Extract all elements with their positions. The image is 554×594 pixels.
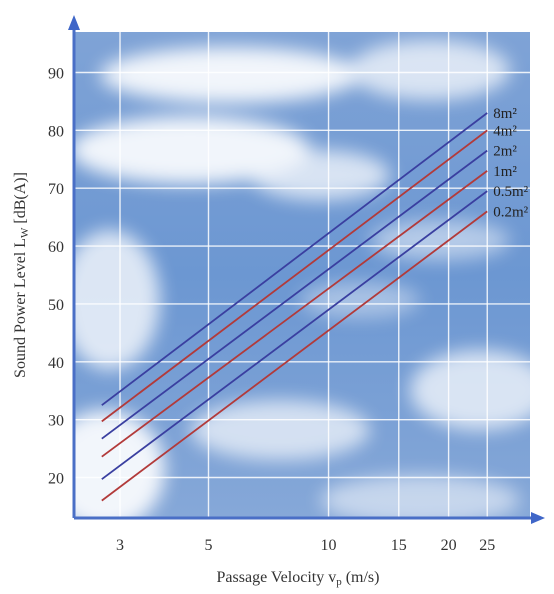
x-tick-label: 5 — [204, 537, 212, 554]
y-tick-label: 70 — [48, 181, 64, 198]
series-line — [101, 170, 488, 458]
series-label: 4m² — [493, 123, 517, 139]
y-axis-arrow — [68, 15, 80, 30]
series-lines — [101, 112, 488, 502]
x-axis-title: Passage Velocity vp (m/s) — [217, 569, 380, 588]
x-tick-label: 10 — [321, 537, 337, 554]
x-tick-labels: 3 5 10 15 20 25 — [116, 537, 495, 554]
x-tick-label: 20 — [441, 537, 457, 554]
series-line — [101, 210, 488, 502]
y-tick-label: 90 — [48, 66, 64, 83]
series-label: 0.2m² — [493, 204, 528, 220]
series-line — [101, 190, 488, 480]
clouds — [74, 40, 530, 518]
series-line — [101, 129, 488, 423]
series-line — [101, 112, 488, 406]
y-tick-label: 50 — [48, 297, 64, 314]
series-label: 0.5m² — [493, 184, 528, 200]
y-tick-label: 60 — [48, 239, 64, 256]
series-line — [101, 149, 488, 440]
series-label: 8m² — [493, 106, 517, 122]
x-tick-label: 3 — [116, 537, 124, 554]
y-tick-label: 30 — [48, 413, 64, 430]
x-tick-label: 25 — [479, 537, 495, 554]
series-label: 1m² — [493, 164, 517, 180]
y-tick-label: 80 — [48, 123, 64, 140]
x-axis-arrow — [531, 512, 545, 524]
x-tick-label: 15 — [391, 537, 407, 554]
y-axis-title: Sound Power Level LW [dB(A)] — [12, 172, 31, 378]
plot-background — [74, 32, 530, 518]
gridlines — [74, 32, 530, 518]
y-tick-labels: 20 30 40 50 60 70 80 90 — [48, 66, 64, 488]
y-tick-label: 20 — [48, 471, 64, 488]
series-label: 2m² — [493, 144, 517, 160]
y-tick-label: 40 — [48, 355, 64, 372]
axes — [68, 15, 545, 524]
